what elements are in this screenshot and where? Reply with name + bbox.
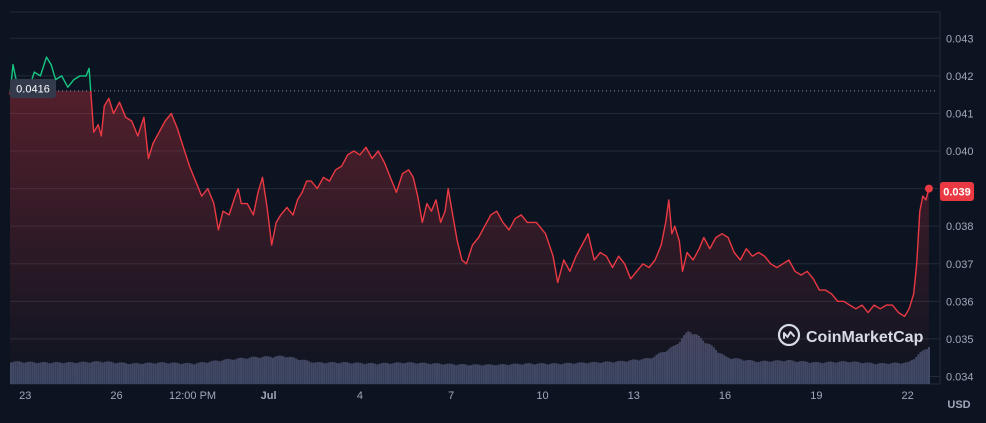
x-tick-label: 4 bbox=[357, 390, 363, 402]
y-tick-label: 0.035 bbox=[946, 334, 974, 346]
x-tick-label: 19 bbox=[810, 390, 822, 402]
x-tick-label: Jul bbox=[261, 390, 277, 402]
price-area bbox=[10, 90, 929, 384]
y-tick-label: 0.037 bbox=[946, 259, 974, 271]
price-area-fill bbox=[10, 90, 929, 384]
y-tick-label: 0.041 bbox=[946, 108, 974, 120]
watermark-text: CoinMarketCap bbox=[806, 329, 924, 346]
x-tick-label: 22 bbox=[901, 390, 913, 402]
current-price-badge: 0.039 bbox=[940, 182, 974, 201]
x-tick-label: 26 bbox=[110, 390, 122, 402]
y-tick-label: 0.043 bbox=[946, 33, 974, 45]
y-tick-label: 0.038 bbox=[946, 221, 974, 233]
price-line-down bbox=[9, 90, 930, 318]
y-tick-label: 0.034 bbox=[946, 371, 974, 383]
y-tick-label: 0.042 bbox=[946, 71, 974, 83]
x-tick-label: 23 bbox=[19, 390, 31, 402]
x-axis: 23 26 12:00 PM Jul 4 7 10 13 16 19 22 bbox=[19, 390, 914, 402]
volume-bar bbox=[928, 346, 931, 384]
x-tick-label: 10 bbox=[536, 390, 548, 402]
coinmarketcap-watermark: CoinMarketCap bbox=[777, 323, 924, 347]
x-tick-label: 13 bbox=[628, 390, 640, 402]
x-tick-label: 16 bbox=[719, 390, 731, 402]
x-tick-label: 12:00 PM bbox=[169, 390, 216, 402]
reference-price-label: 0.0416 bbox=[16, 84, 50, 96]
currency-unit-label: USD bbox=[947, 399, 970, 411]
y-tick-label: 0.040 bbox=[946, 146, 974, 158]
x-tick-label: 7 bbox=[448, 390, 454, 402]
current-price-label: 0.039 bbox=[943, 187, 971, 199]
reference-price-badge: 0.0416 bbox=[10, 79, 56, 98]
y-axis: 0.043 0.042 0.041 0.040 0.039 0.038 0.037 0.036… bbox=[946, 33, 974, 383]
current-price-marker bbox=[924, 184, 933, 193]
coinmarketcap-logo-icon bbox=[777, 323, 801, 347]
current-badge-bg bbox=[940, 182, 974, 201]
reference-badge-bg bbox=[10, 79, 56, 98]
price-line bbox=[9, 56, 933, 318]
y-tick-label: 0.036 bbox=[946, 296, 974, 308]
